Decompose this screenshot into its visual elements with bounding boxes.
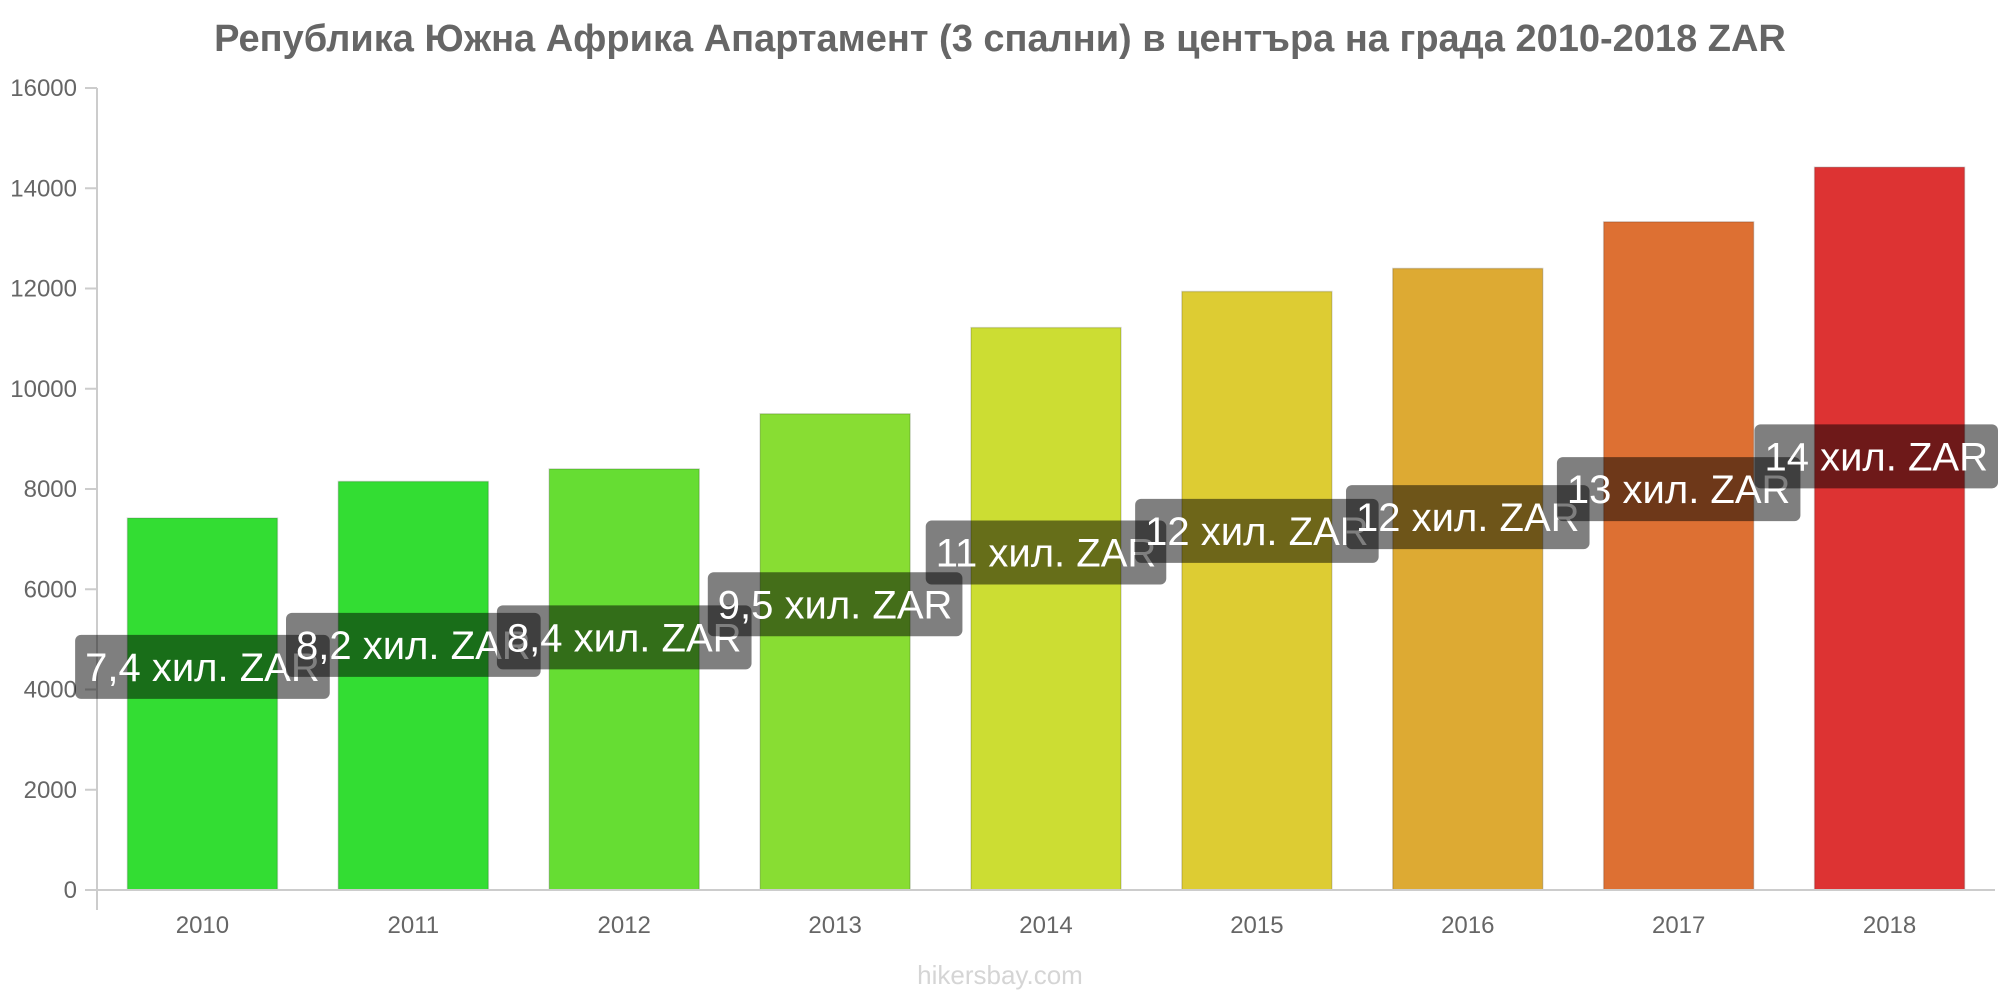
data-label-text: 13 хил. ZAR bbox=[1567, 468, 1791, 512]
data-label-box bbox=[1754, 424, 1998, 489]
data-label-text: 8,4 хил. ZAR bbox=[507, 616, 742, 660]
y-tick-label: 12000 bbox=[10, 276, 77, 303]
x-tick-label: 2016 bbox=[1441, 912, 1494, 939]
x-tick-label: 2015 bbox=[1230, 912, 1283, 939]
bar-2012 bbox=[548, 468, 700, 891]
x-tick-label: 2012 bbox=[598, 912, 651, 939]
x-tick-label: 2017 bbox=[1652, 912, 1705, 939]
chart-title: Република Южна Африка Апартамент (3 спал… bbox=[214, 18, 1786, 60]
x-axis-labels: 2010 2011 2012 2013 2014 2015 2016 2017 2018 bbox=[176, 912, 1917, 939]
bar-2011 bbox=[337, 480, 490, 891]
y-tick-label: 2000 bbox=[24, 777, 77, 804]
data-label-text: 8,2 хил. ZAR bbox=[296, 624, 531, 668]
y-tick-label: 4000 bbox=[24, 677, 77, 704]
x-tick-label: 2013 bbox=[808, 912, 861, 939]
data-label-2018: 14 хил. ZAR bbox=[1754, 424, 1998, 489]
x-tick-label: 2010 bbox=[176, 912, 229, 939]
bars bbox=[126, 166, 1966, 891]
data-label-box bbox=[1556, 457, 1801, 522]
data-label-box bbox=[1135, 498, 1379, 563]
y-tick-label: 6000 bbox=[24, 576, 77, 603]
x-tick-label: 2014 bbox=[1019, 912, 1072, 939]
bar-2010 bbox=[126, 517, 279, 891]
data-label-text: 12 хил. ZAR bbox=[1356, 496, 1580, 540]
y-tick-label: 10000 bbox=[10, 376, 77, 403]
bar-2016 bbox=[1392, 267, 1544, 891]
data-label-box bbox=[1346, 485, 1590, 550]
data-label-box bbox=[496, 605, 752, 670]
data-label-box bbox=[75, 634, 330, 699]
data-label-text: 11 хил. ZAR bbox=[936, 532, 1157, 576]
data-label-text: 9,5 хил. ZAR bbox=[718, 583, 953, 627]
bar-2013 bbox=[759, 413, 911, 891]
watermark: hikersbay.com bbox=[917, 960, 1083, 990]
x-tick-label: 2011 bbox=[388, 912, 440, 939]
data-label-2013: 9,5 хил. ZAR bbox=[707, 572, 963, 637]
data-label-text: 7,4 хил. ZAR bbox=[85, 646, 320, 690]
bar-2014 bbox=[970, 326, 1122, 891]
data-label-box bbox=[925, 520, 1167, 585]
x-tick-label: 2018 bbox=[1863, 912, 1916, 939]
data-label-2011: 8,2 хил. ZAR bbox=[286, 612, 541, 677]
data-label-2015: 12 хил. ZAR bbox=[1135, 498, 1379, 563]
y-tick-label: 16000 bbox=[10, 75, 77, 102]
data-label-2017: 13 хил. ZAR bbox=[1556, 457, 1801, 522]
y-tick-label: 14000 bbox=[10, 175, 77, 202]
y-axis-ticks: 0 2000 4000 6000 8000 10000 12000 14000 16000 bbox=[10, 75, 97, 904]
bar-2018 bbox=[1813, 166, 1966, 891]
y-tick-label: 8000 bbox=[24, 476, 77, 503]
bar-2015 bbox=[1181, 290, 1333, 891]
data-label-2014: 11 хил. ZAR bbox=[925, 520, 1167, 585]
data-label-text: 12 хил. ZAR bbox=[1145, 510, 1369, 554]
data-label-2012: 8,4 хил. ZAR bbox=[496, 605, 752, 670]
bar-2017 bbox=[1602, 221, 1755, 891]
data-label-text: 14 хил. ZAR bbox=[1764, 435, 1988, 479]
data-label-2010: 7,4 хил. ZAR bbox=[75, 634, 330, 699]
data-label-box bbox=[286, 612, 541, 677]
data-label-2016: 12 хил. ZAR bbox=[1346, 485, 1590, 550]
y-tick-label: 0 bbox=[64, 877, 77, 904]
data-label-box bbox=[707, 572, 963, 637]
